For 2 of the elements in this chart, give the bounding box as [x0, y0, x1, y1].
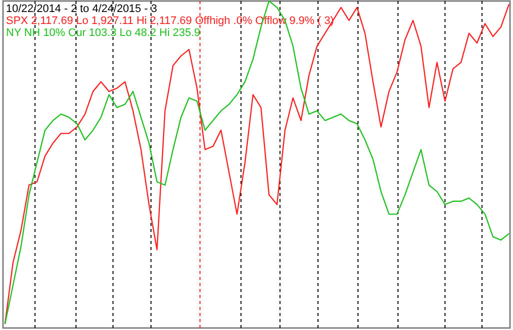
chart-title: 10/22/2014 - 2 to 4/24/2015 - 3 [6, 3, 158, 15]
text: NY NH 10% Cur 103.3 Lo 48.2 Hi 235.9 [6, 27, 200, 39]
